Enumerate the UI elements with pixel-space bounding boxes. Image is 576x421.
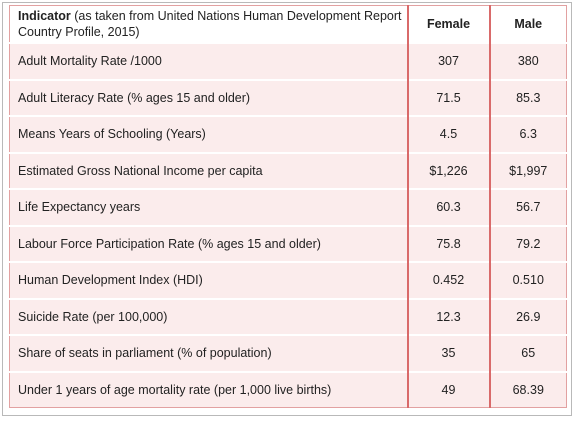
indicator-table: Indicator (as taken from United Nations … (9, 5, 567, 408)
indicator-cell: Adult Mortality Rate /1000 (9, 42, 409, 80)
table-row: Adult Mortality Rate /1000 307 380 (9, 42, 567, 80)
indicator-cell: Suicide Rate (per 100,000) (9, 297, 409, 336)
female-value-cell: 49 (407, 370, 491, 408)
male-value-cell: 380 (489, 42, 567, 80)
table-row: Life Expectancy years 60.3 56.7 (9, 188, 567, 226)
indicator-cell: Means Years of Schooling (Years) (9, 115, 409, 153)
female-value-cell: 12.3 (407, 297, 491, 336)
male-value-cell: 65 (489, 334, 567, 372)
table-row: Suicide Rate (per 100,000) 12.3 26.9 (9, 297, 567, 336)
male-value-cell: 6.3 (489, 115, 567, 153)
indicator-header-label: Indicator (18, 9, 71, 23)
table-header-row: Indicator (as taken from United Nations … (9, 5, 567, 44)
male-value-cell: 79.2 (489, 224, 567, 263)
female-value-cell: 60.3 (407, 188, 491, 226)
table-row: Adult Literacy Rate (% ages 15 and older… (9, 78, 567, 117)
table-row: Labour Force Participation Rate (% ages … (9, 224, 567, 263)
indicator-cell: Labour Force Participation Rate (% ages … (9, 224, 409, 263)
female-value-cell: 35 (407, 334, 491, 372)
female-value-cell: 0.452 (407, 261, 491, 299)
indicator-cell: Under 1 years of age mortality rate (per… (9, 370, 409, 408)
table-row: Means Years of Schooling (Years) 4.5 6.3 (9, 115, 567, 153)
female-column-header: Female (407, 5, 491, 44)
female-value-cell: 307 (407, 42, 491, 80)
indicator-cell: Human Development Index (HDI) (9, 261, 409, 299)
table-row: Share of seats in parliament (% of popul… (9, 334, 567, 372)
indicator-cell: Life Expectancy years (9, 188, 409, 226)
female-value-cell: $1,226 (407, 151, 491, 190)
male-value-cell: 26.9 (489, 297, 567, 336)
table-row: Human Development Index (HDI) 0.452 0.51… (9, 261, 567, 299)
indicator-column-header: Indicator (as taken from United Nations … (9, 5, 409, 44)
indicator-cell: Adult Literacy Rate (% ages 15 and older… (9, 78, 409, 117)
male-value-cell: 68.39 (489, 370, 567, 408)
male-value-cell: 85.3 (489, 78, 567, 117)
male-value-cell: 56.7 (489, 188, 567, 226)
male-value-cell: $1,997 (489, 151, 567, 190)
male-value-cell: 0.510 (489, 261, 567, 299)
table-row: Estimated Gross National Income per capi… (9, 151, 567, 190)
female-value-cell: 4.5 (407, 115, 491, 153)
female-value-cell: 75.8 (407, 224, 491, 263)
indicator-cell: Share of seats in parliament (% of popul… (9, 334, 409, 372)
indicator-cell: Estimated Gross National Income per capi… (9, 151, 409, 190)
male-column-header: Male (489, 5, 567, 44)
indicator-header-source-note: (as taken from United Nations Human Deve… (18, 9, 402, 39)
female-value-cell: 71.5 (407, 78, 491, 117)
table-row: Under 1 years of age mortality rate (per… (9, 370, 567, 408)
